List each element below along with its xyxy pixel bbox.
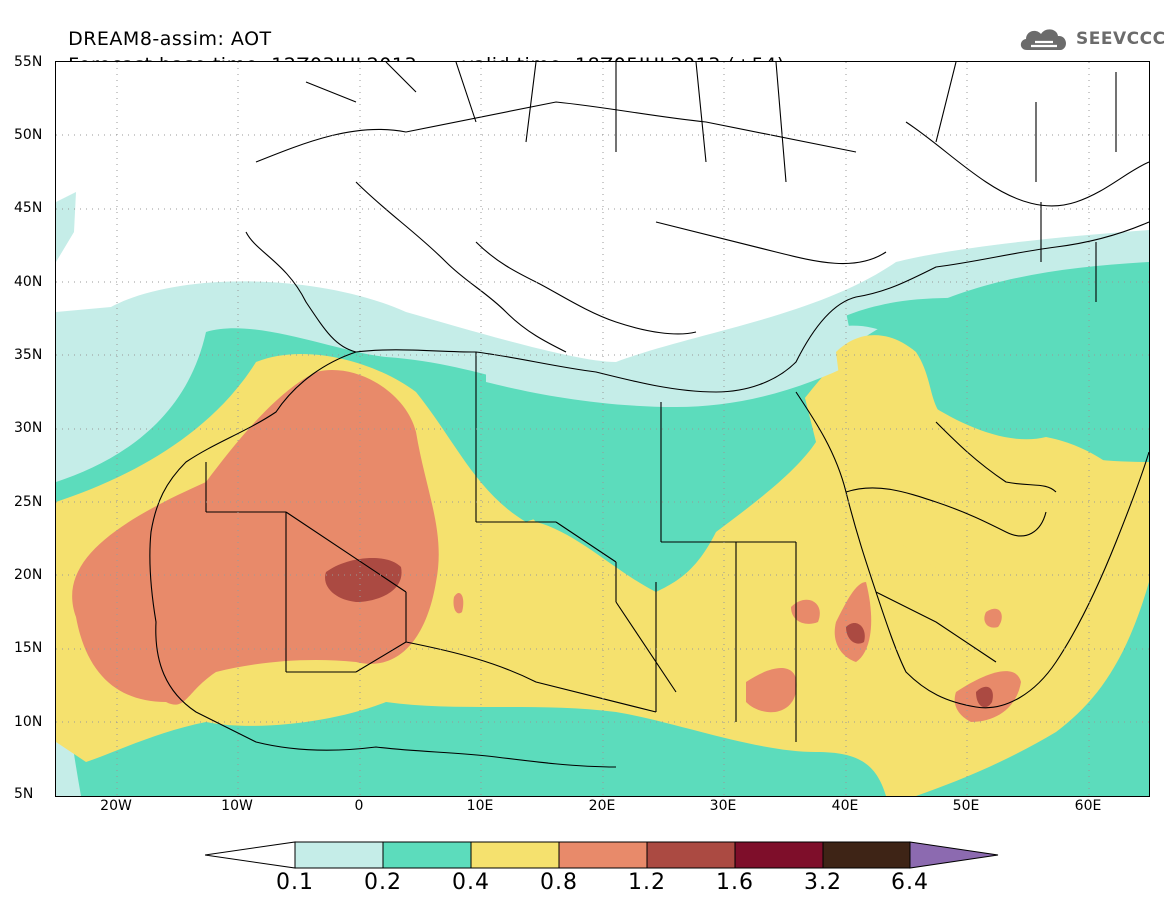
lon-label: 10W — [221, 798, 253, 814]
contour-0.8 — [72, 370, 439, 705]
lon-label: 30E — [709, 798, 737, 814]
med-0.2 — [476, 382, 816, 592]
sahel-0.8 — [746, 668, 797, 713]
oman-0.8 — [984, 608, 1002, 628]
colorbar-label: 6.4 — [891, 870, 929, 895]
colorbar-label: 0.1 — [276, 870, 314, 895]
colorbar-label: 1.2 — [628, 870, 666, 895]
colorbar-bin-0.8 — [558, 841, 648, 869]
somalia-1.2 — [976, 686, 993, 708]
coastlines — [149, 62, 1149, 768]
lat-label: 55N — [14, 54, 43, 70]
aot-map — [55, 61, 1150, 797]
sudan-0.8 — [791, 599, 820, 624]
map-title: DREAM8-assim: AOT — [55, 6, 272, 50]
colorbar-label: 3.2 — [804, 870, 842, 895]
lat-label: 20N — [14, 567, 43, 583]
lon-label: 10E — [466, 798, 494, 814]
lon-label: 20E — [588, 798, 616, 814]
arabia-0.4 — [836, 335, 1149, 582]
colorbar-bin-1.6 — [734, 841, 824, 869]
contour-1.2 — [325, 557, 402, 602]
lat-label: 50N — [14, 127, 43, 143]
redsea-1.2 — [846, 622, 865, 644]
colorbar-label: 0.8 — [540, 870, 578, 895]
model-title: DREAM8-assim: AOT — [68, 28, 272, 50]
map-canvas — [56, 62, 1149, 796]
lon-label: 20W — [100, 798, 132, 814]
colorbar-label: 0.4 — [452, 870, 490, 895]
lat-label: 15N — [14, 640, 43, 656]
colorbar-label: 0.2 — [364, 870, 402, 895]
colorbar-bin-1.2 — [646, 841, 736, 869]
gulf-0.2 — [816, 297, 1149, 442]
colorbar-bin-3.2 — [822, 841, 911, 869]
lat-label: 30N — [14, 420, 43, 436]
colorbar-bin-0.1 — [294, 841, 384, 869]
lat-label: 40N — [14, 274, 43, 290]
colorbar-over-arrow — [909, 841, 999, 869]
lat-label: 35N — [14, 347, 43, 363]
lon-label: 60E — [1074, 798, 1102, 814]
lon-label: 0 — [354, 798, 364, 814]
lat-label: 5N — [14, 786, 34, 802]
lat-label: 45N — [14, 200, 43, 216]
colorbar-bin-0.2 — [382, 841, 472, 869]
lat-label: 25N — [14, 494, 43, 510]
colorbar-bin-0.4 — [470, 841, 560, 869]
lon-label: 50E — [952, 798, 980, 814]
logo-text: SEEVCCC — [1076, 29, 1165, 49]
lon-label: 40E — [831, 798, 859, 814]
colorbar-under-arrow — [205, 841, 296, 869]
cloud-logo-icon — [1020, 29, 1067, 50]
lat-label: 10N — [14, 714, 43, 730]
colorbar-label: 1.6 — [716, 870, 754, 895]
grid-lines — [56, 62, 1149, 796]
small-0.8 — [453, 592, 464, 614]
seevccc-logo: SEEVCCC — [1017, 22, 1165, 58]
colorbar — [205, 841, 999, 869]
